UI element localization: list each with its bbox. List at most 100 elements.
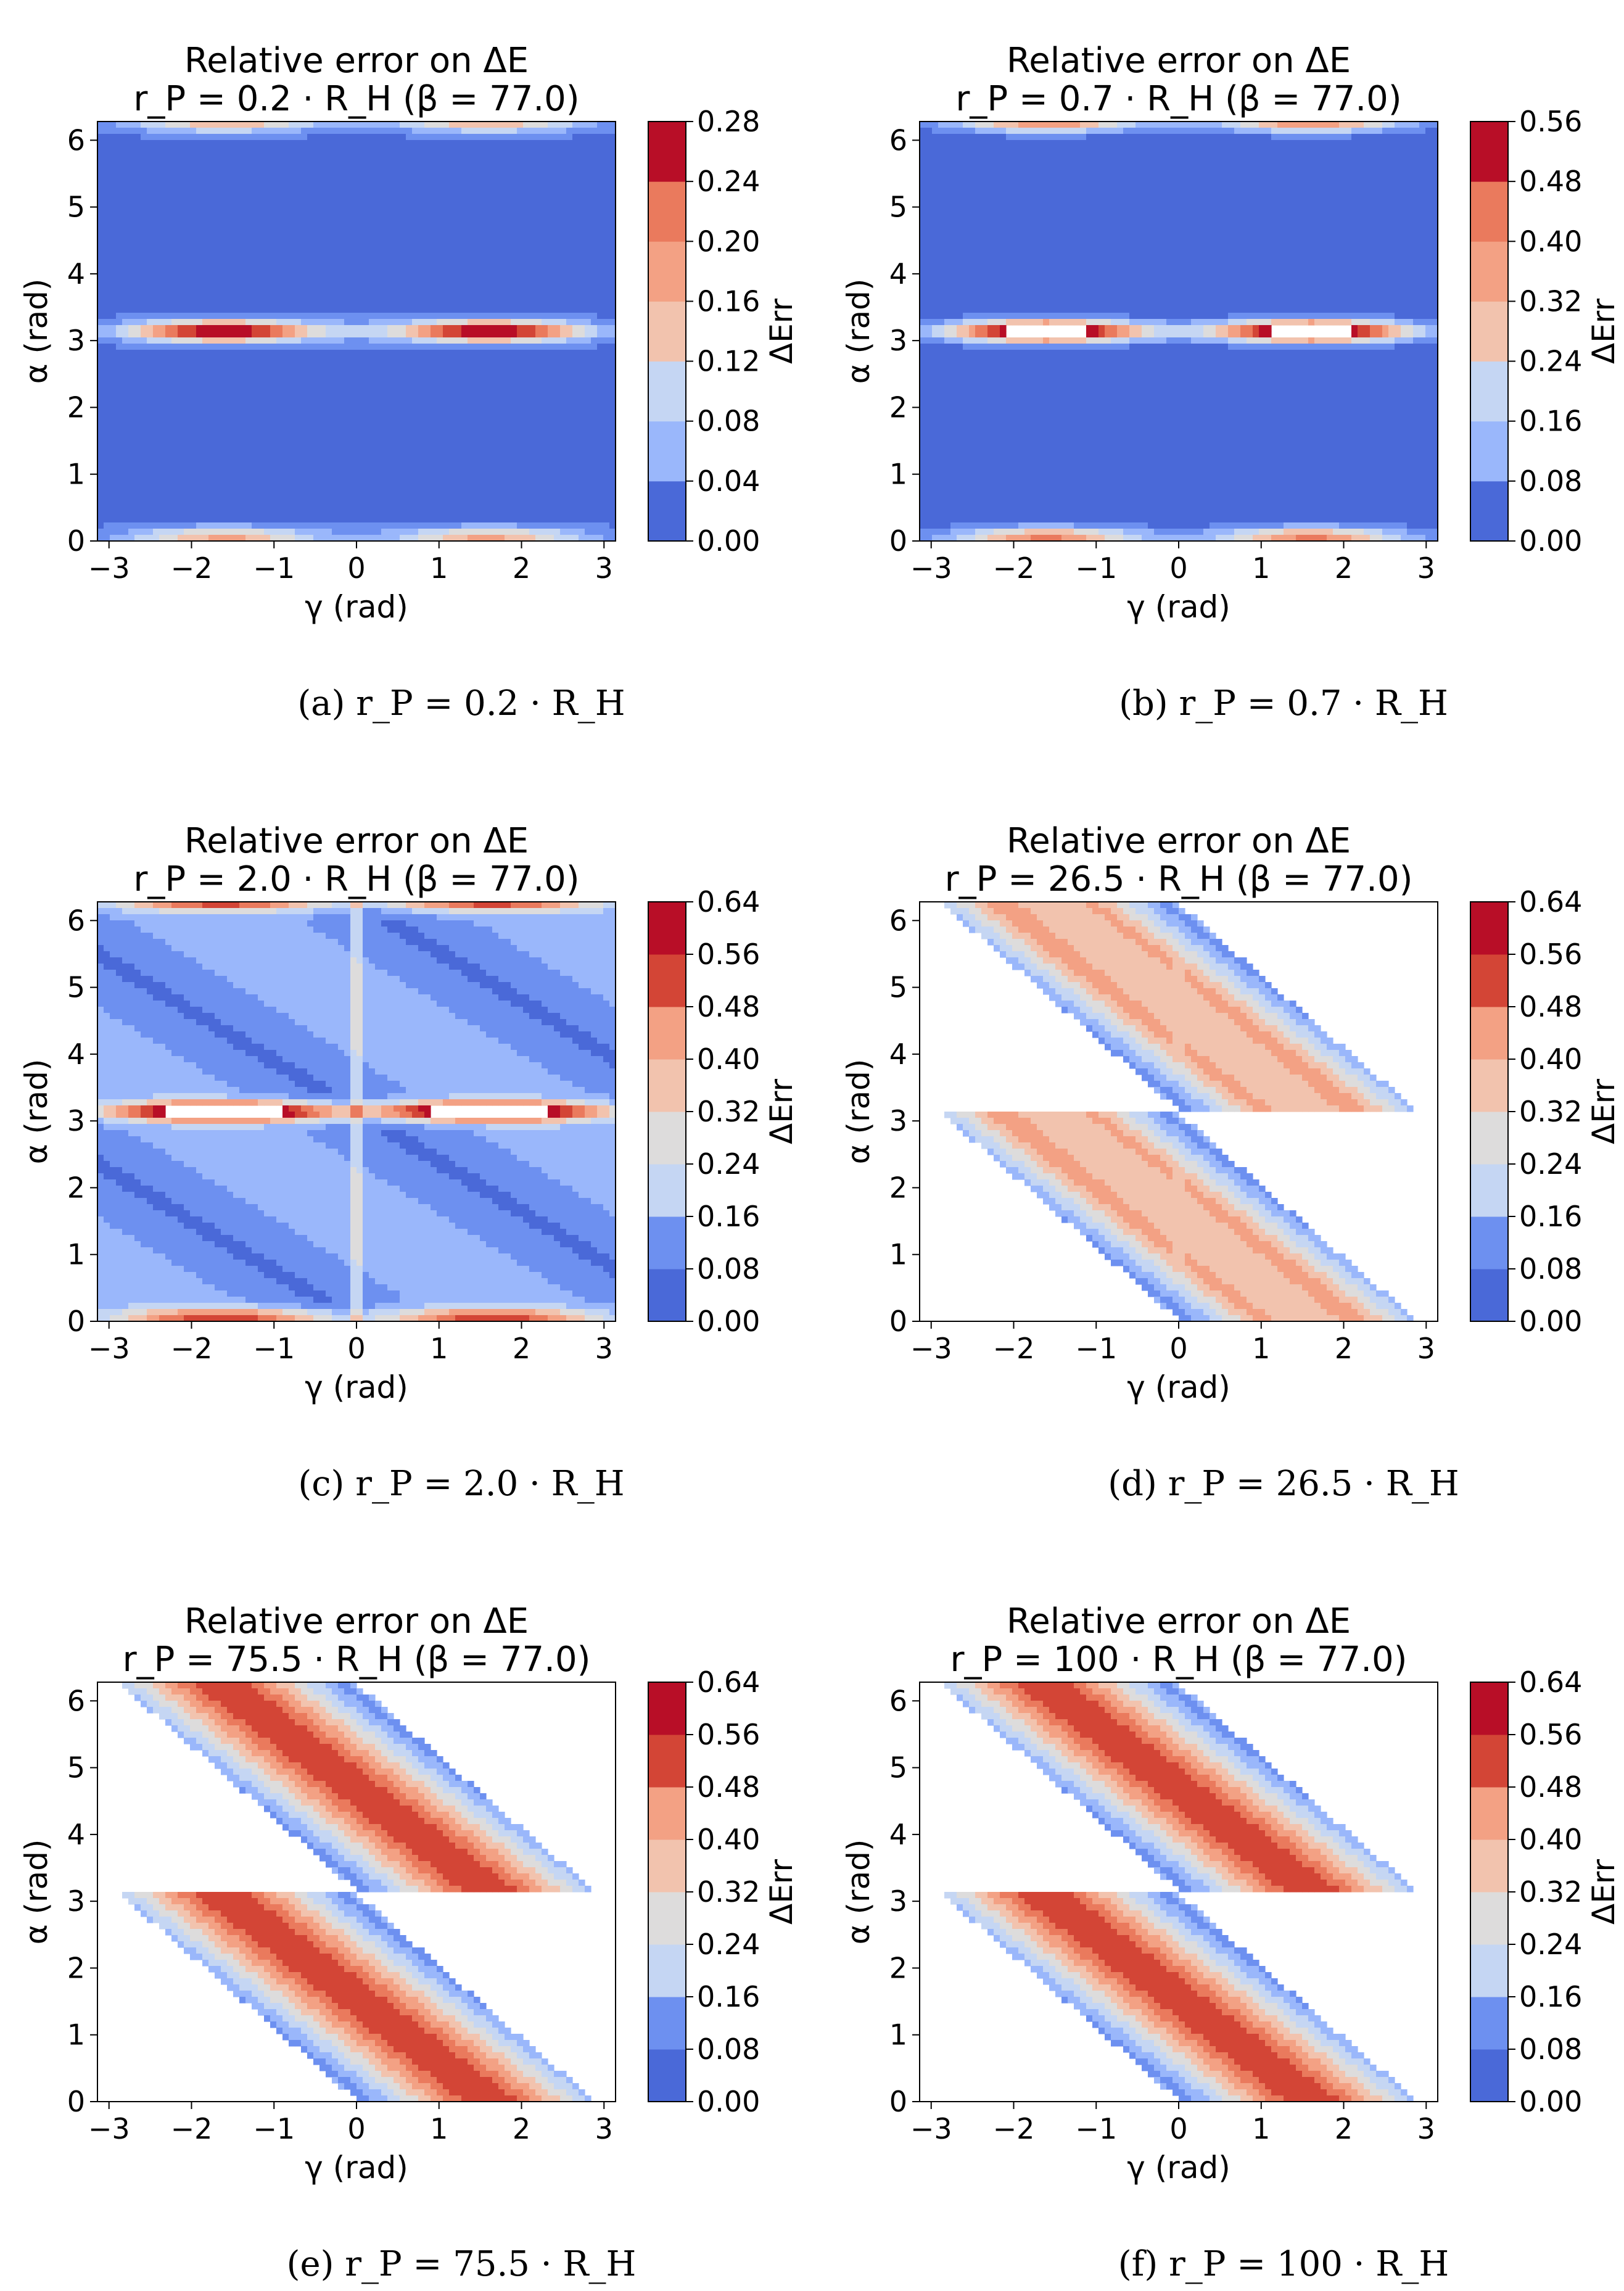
heatmap-cell: [511, 282, 517, 289]
heatmap-cell: [363, 368, 369, 375]
heatmap-cell: [97, 337, 104, 344]
heatmap-cell: [184, 288, 191, 295]
heatmap-cell: [597, 479, 604, 486]
heatmap-cell: [252, 442, 258, 449]
heatmap-cell: [449, 288, 456, 295]
heatmap-cell: [369, 411, 376, 418]
heatmap-cell: [418, 374, 425, 381]
heatmap-cell: [227, 344, 234, 350]
heatmap-cell: [566, 300, 573, 307]
heatmap-cell: [406, 239, 413, 246]
heatmap-cell: [591, 381, 598, 387]
heatmap-cell: [431, 393, 437, 400]
heatmap-cell: [159, 146, 166, 153]
heatmap-cell: [289, 233, 295, 239]
heatmap-cell: [134, 399, 141, 406]
heatmap-cell: [357, 356, 363, 363]
heatmap-cell: [406, 288, 413, 295]
heatmap-cell: [208, 239, 215, 246]
heatmap-cell: [282, 263, 289, 270]
heatmap-cell: [282, 233, 289, 239]
heatmap-cell: [258, 436, 265, 443]
heatmap-cell: [461, 270, 468, 276]
heatmap-cell: [332, 362, 339, 369]
heatmap-cell: [455, 307, 462, 313]
heatmap-cell: [498, 159, 505, 165]
heatmap-cell: [517, 418, 524, 424]
heatmap-cell: [492, 196, 499, 202]
heatmap-cell: [387, 276, 394, 283]
heatmap-cell: [227, 165, 234, 171]
heatmap-cell: [492, 122, 499, 128]
heatmap-cell: [542, 146, 548, 153]
heatmap-cell: [289, 356, 295, 363]
heatmap-cell: [128, 220, 135, 227]
heatmap-cell: [221, 337, 228, 344]
heatmap-cell: [381, 208, 388, 215]
heatmap-cell: [196, 411, 203, 418]
heatmap-cell: [548, 294, 554, 301]
heatmap-cell: [128, 257, 135, 264]
heatmap-cell: [264, 473, 271, 480]
heatmap-cell: [215, 485, 221, 492]
heatmap-cell: [498, 177, 505, 184]
heatmap-cell: [147, 202, 154, 208]
heatmap-cell: [313, 411, 320, 418]
heatmap-cell: [258, 239, 265, 246]
heatmap-cell: [566, 411, 573, 418]
heatmap-cell: [233, 276, 240, 283]
heatmap-cell: [394, 461, 400, 468]
heatmap-cell: [443, 411, 450, 418]
heatmap-cell: [523, 239, 530, 246]
heatmap-cell: [505, 319, 511, 326]
heatmap-cell: [319, 128, 326, 134]
heatmap-cell: [603, 461, 610, 468]
heatmap-cell: [548, 448, 554, 455]
heatmap-cell: [159, 313, 166, 320]
heatmap-cell: [104, 455, 110, 461]
heatmap-cell: [134, 374, 141, 381]
heatmap-cell: [529, 134, 536, 141]
heatmap-cell: [313, 282, 320, 289]
heatmap-cell: [535, 467, 542, 474]
heatmap-cell: [579, 307, 585, 313]
heatmap-cell: [239, 387, 246, 394]
heatmap-cell: [258, 288, 265, 295]
heatmap-cell: [153, 122, 160, 128]
heatmap-cell: [344, 220, 351, 227]
heatmap-cell: [221, 263, 228, 270]
heatmap-cell: [184, 208, 191, 215]
heatmap-cell: [474, 344, 480, 350]
heatmap-cell: [603, 245, 610, 252]
heatmap-cell: [171, 430, 178, 437]
heatmap-cell: [498, 251, 505, 258]
heatmap-cell: [591, 300, 598, 307]
heatmap-cell: [178, 325, 184, 332]
heatmap-cell: [505, 455, 511, 461]
heatmap-cell: [196, 325, 203, 332]
heatmap-cell: [104, 177, 110, 184]
heatmap-cell: [418, 368, 425, 375]
heatmap-cell: [196, 122, 203, 128]
heatmap-cell: [184, 405, 191, 412]
heatmap-cell: [332, 196, 339, 202]
heatmap-cell: [97, 430, 104, 437]
heatmap-cell: [591, 282, 598, 289]
heatmap-cell: [486, 418, 493, 424]
heatmap-cell: [215, 202, 221, 208]
heatmap-cell: [270, 146, 277, 153]
heatmap-cell: [579, 183, 585, 190]
heatmap-cell: [474, 300, 480, 307]
heatmap-cell: [492, 128, 499, 134]
heatmap-cell: [566, 325, 573, 332]
heatmap-cell: [424, 313, 431, 320]
heatmap-cell: [535, 331, 542, 338]
heatmap-cell: [326, 128, 332, 134]
heatmap-cell: [116, 362, 123, 369]
heatmap-cell: [505, 374, 511, 381]
heatmap-cell: [511, 362, 517, 369]
heatmap-cell: [258, 128, 265, 134]
heatmap-cell: [178, 208, 184, 215]
heatmap-cell: [134, 381, 141, 387]
heatmap-cell: [338, 251, 345, 258]
